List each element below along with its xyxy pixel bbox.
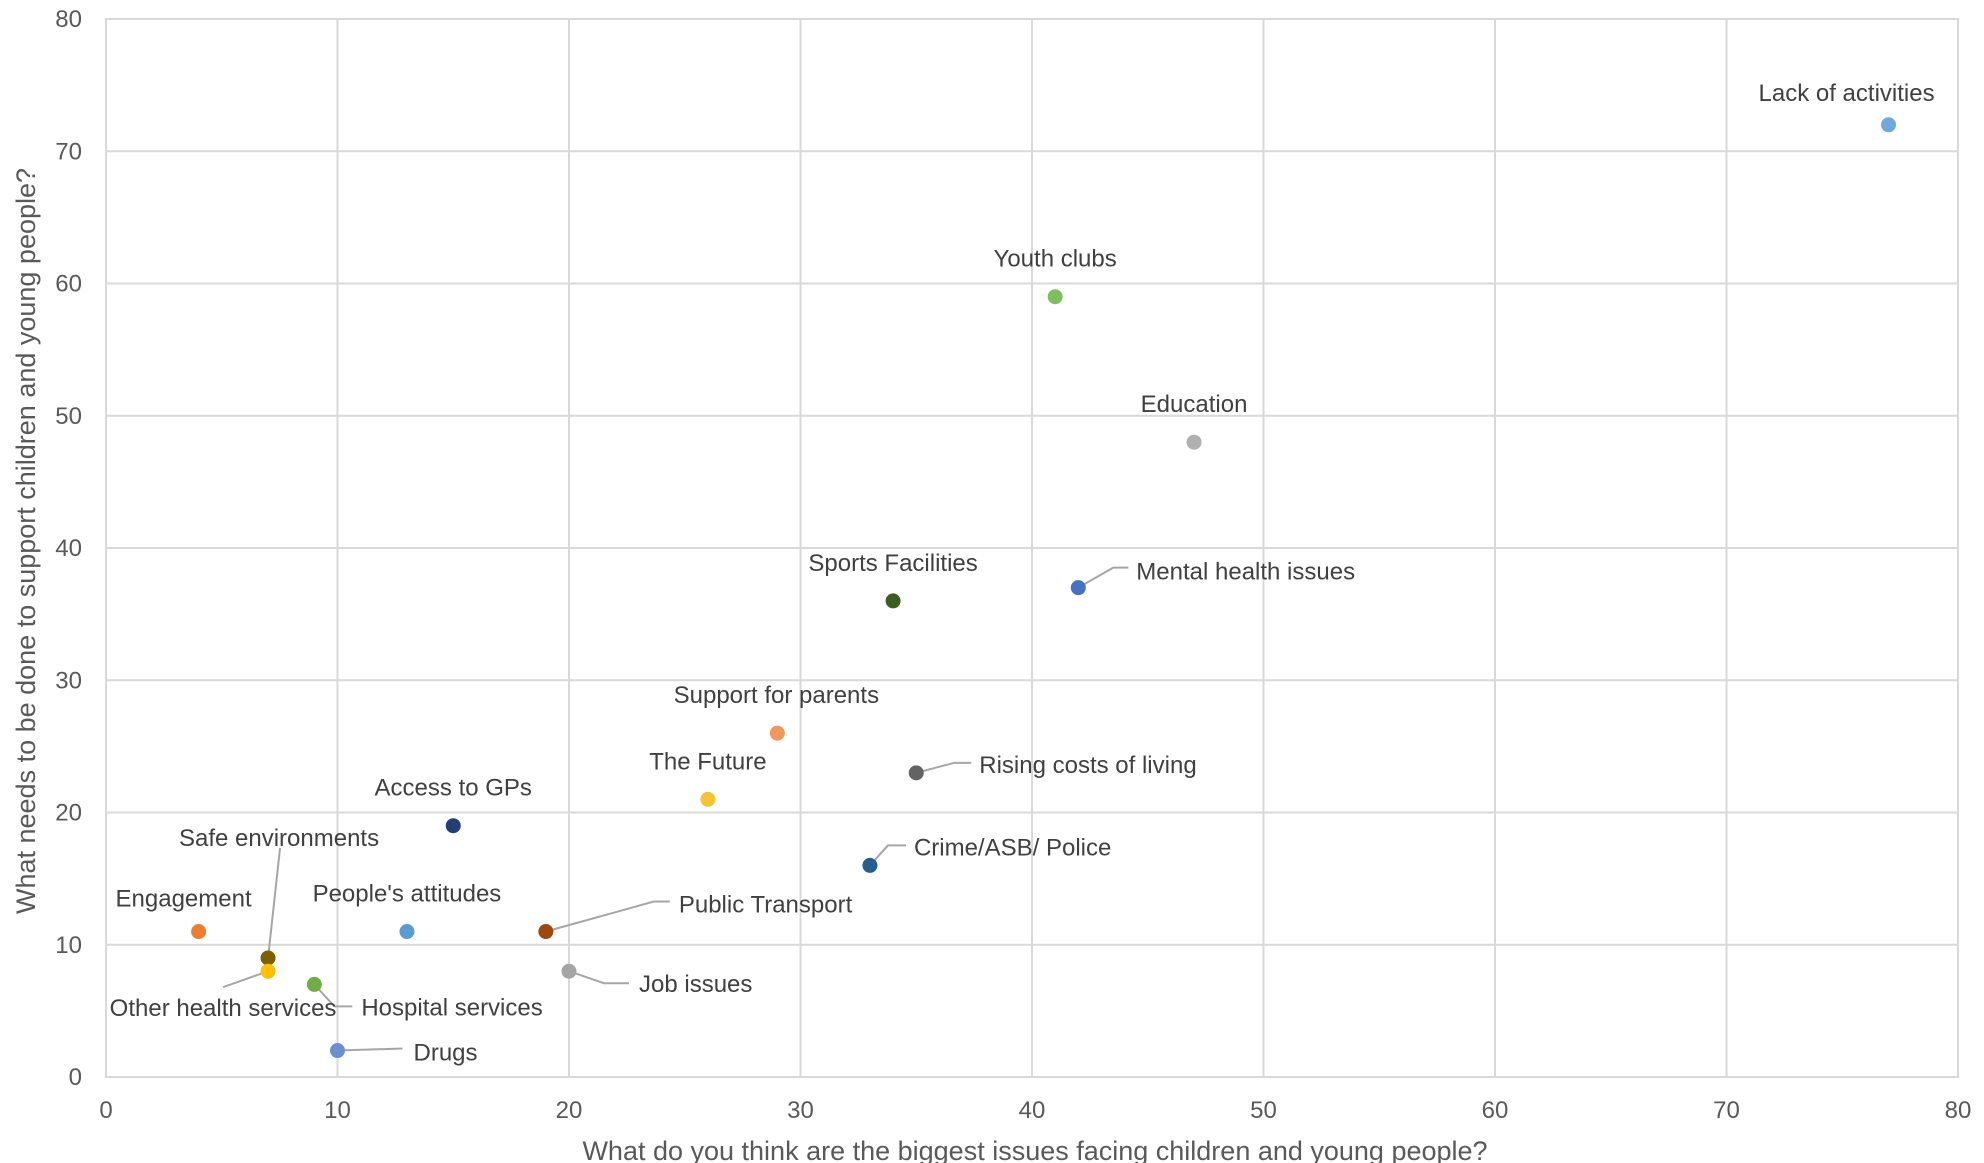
- scatter-point: [260, 963, 276, 979]
- scatter-point: [399, 924, 415, 940]
- scatter-point: [700, 791, 716, 807]
- x-tick-label: 30: [787, 1097, 814, 1124]
- point-label: People's attitudes: [313, 881, 502, 908]
- y-tick-label: 30: [55, 667, 82, 694]
- plot-frame: [105, 18, 1959, 1078]
- point-label: Hospital services: [361, 994, 542, 1021]
- point-label: Education: [1141, 391, 1248, 418]
- x-tick-label: 70: [1713, 1097, 1740, 1124]
- scatter-point: [908, 765, 924, 781]
- gridlines: [105, 18, 1959, 1078]
- scatter-point: [561, 963, 577, 979]
- scatter-point: [1881, 117, 1897, 133]
- leader-line: [869, 844, 906, 867]
- leader-line: [313, 983, 353, 1008]
- leader-line: [568, 970, 629, 985]
- leader-line: [1077, 566, 1129, 589]
- scatter-point: [260, 950, 276, 966]
- scatter-point: [1070, 580, 1086, 596]
- y-tick-label: 10: [55, 932, 82, 959]
- data-points: [191, 117, 1897, 1059]
- x-tick-label: 50: [1250, 1097, 1277, 1124]
- leader-line: [915, 761, 972, 774]
- scatter-point: [1047, 289, 1063, 305]
- y-axis-title: What needs to be done to support childre…: [11, 168, 41, 914]
- point-label: Rising costs of living: [979, 752, 1196, 779]
- scatter-point: [769, 725, 785, 741]
- point-label: Safe environments: [179, 825, 379, 852]
- x-tick-label: 80: [1945, 1097, 1972, 1124]
- scatter-point: [306, 976, 322, 992]
- point-label: Drugs: [414, 1040, 478, 1067]
- x-axis-title: What do you think are the biggest issues…: [582, 1136, 1487, 1163]
- point-label: Support for parents: [674, 682, 879, 709]
- y-tick-label: 70: [55, 138, 82, 165]
- leader-line: [222, 970, 269, 989]
- scatter-point: [330, 1043, 345, 1059]
- scatter-point: [862, 857, 878, 873]
- y-tick-label: 50: [55, 403, 82, 430]
- point-label: Engagement: [116, 886, 252, 913]
- point-label: Mental health issues: [1136, 559, 1355, 586]
- x-tick-label: 20: [556, 1097, 583, 1124]
- scatter-point: [538, 924, 554, 940]
- y-tick-label: 40: [55, 535, 82, 562]
- point-label: Job issues: [639, 971, 752, 998]
- point-label: Sports Facilities: [808, 550, 977, 577]
- scatter-point: [885, 593, 901, 609]
- axes: 0 10 20 30 40 50 60 70 80 0 10 20 30 40 50 60 70 80: [55, 6, 1971, 1124]
- x-tick-label: 40: [1019, 1097, 1046, 1124]
- leader-line: [267, 847, 282, 959]
- point-label: The Future: [649, 748, 766, 775]
- y-tick-label: 60: [55, 271, 82, 298]
- point-label: Public Transport: [679, 892, 853, 919]
- point-label: Youth clubs: [994, 246, 1117, 273]
- scatter-point: [1186, 434, 1202, 450]
- x-tick-label: 10: [324, 1097, 351, 1124]
- point-label: Other health services: [110, 995, 337, 1022]
- leader-lines: [222, 566, 1129, 1052]
- point-label: Lack of activities: [1759, 80, 1935, 107]
- y-tick-label: 0: [69, 1064, 82, 1091]
- leader-line: [337, 1047, 403, 1052]
- point-label: Access to GPs: [375, 775, 532, 802]
- scatter-point: [191, 924, 207, 940]
- data-labels: Lack of activities Youth clubs Education Me…: [110, 80, 1935, 1067]
- point-label: Crime/ASB/ Police: [914, 834, 1111, 861]
- y-tick-label: 80: [55, 6, 82, 33]
- y-tick-label: 20: [55, 800, 82, 827]
- x-tick-label: 0: [99, 1097, 112, 1124]
- scatter-point: [445, 818, 461, 834]
- x-tick-label: 60: [1482, 1097, 1509, 1124]
- leader-line: [545, 900, 670, 933]
